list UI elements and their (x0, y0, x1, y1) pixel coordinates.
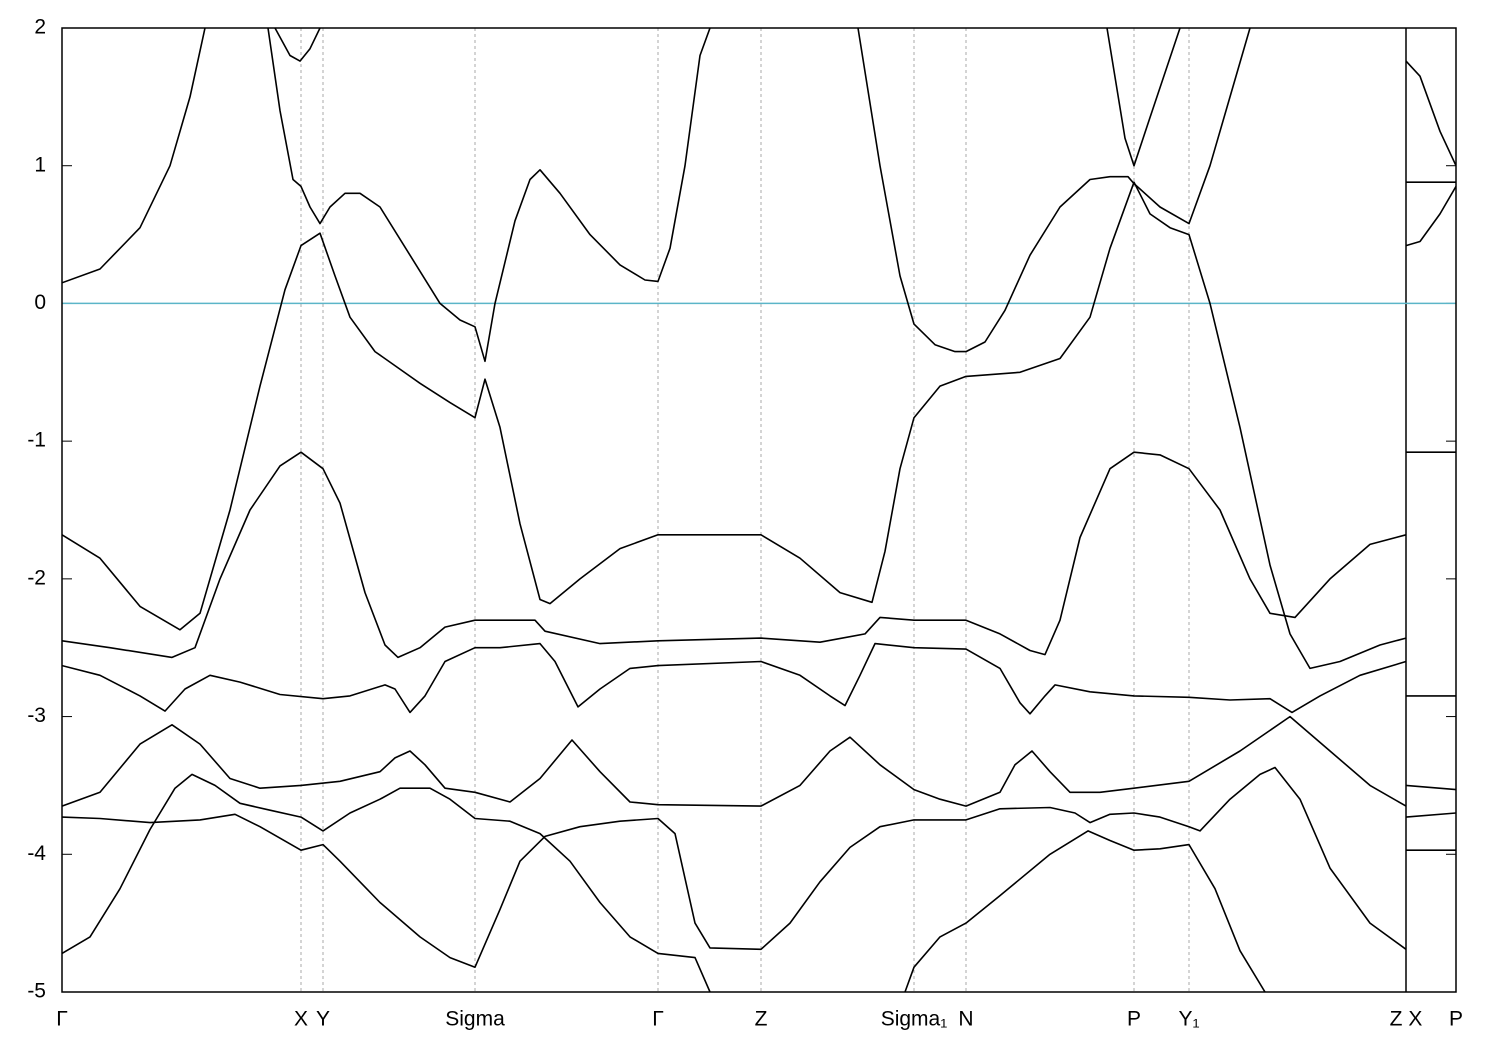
y-tick-label: 0 (34, 291, 46, 314)
x-tick-label: P (1449, 1008, 1463, 1031)
band-line (1405, 60, 1456, 851)
band-line (62, 451, 1407, 659)
band-line (62, 766, 1407, 968)
x-tick-label: Sigma (445, 1008, 505, 1031)
y-tick-label: -2 (27, 566, 46, 589)
plot-frame (61, 27, 1457, 993)
x-tick-label: N (958, 1008, 973, 1031)
y-tick-label: 2 (34, 16, 46, 39)
y-tick-label: -1 (27, 429, 46, 452)
x-tick-label: Γ (652, 1008, 664, 1031)
band-line (62, 642, 1407, 715)
band-line (62, 28, 1251, 363)
x-tick-label: Y₁ (1178, 1008, 1199, 1031)
band-line (62, 181, 1407, 670)
y-tick-label: -4 (27, 842, 46, 865)
band-line (62, 715, 1407, 807)
x-tick-label: P (1127, 1008, 1141, 1031)
x-tick-label: Z (755, 1008, 768, 1031)
x-tick-label: Sigma₁ (881, 1008, 948, 1031)
y-tick-label: -3 (27, 704, 46, 727)
y-tick-label: -5 (27, 980, 46, 1003)
y-tick-label: 1 (34, 153, 46, 176)
x-tick-label: X (294, 1008, 308, 1031)
x-tick-label: Y (316, 1008, 330, 1031)
x-tick-label: Z X (1390, 1008, 1423, 1031)
band-line (62, 773, 1266, 992)
band-line (274, 28, 1181, 167)
x-tick-label: Γ (56, 1008, 68, 1031)
